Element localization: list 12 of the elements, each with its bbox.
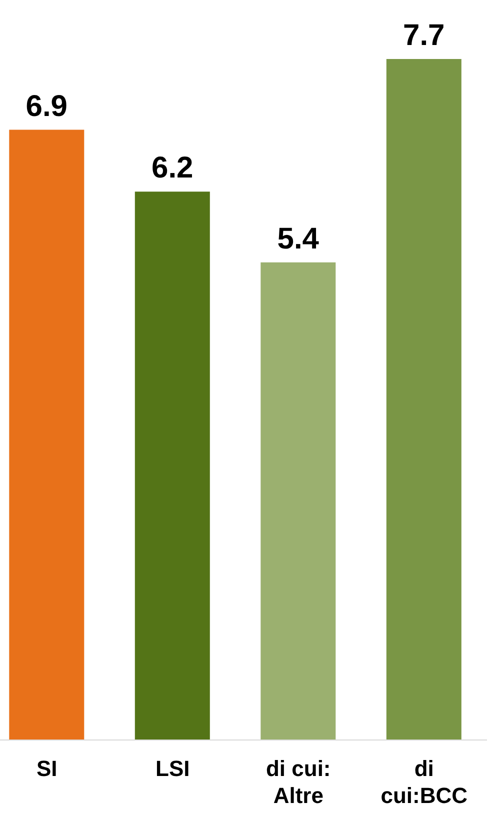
data-label: 6.2 [152,152,194,185]
x-tick-label: SI [36,756,58,781]
bar [386,59,462,740]
x-tick-label: LSI [156,756,190,781]
bar [260,262,336,740]
x-tick-label: di cui: Altre [266,756,331,808]
bar [134,192,210,740]
bar [9,130,84,740]
data-label: 7.7 [403,19,445,52]
data-label: 6.9 [26,90,68,123]
x-tick-label: di cui:BCC [380,756,468,808]
data-label: 5.4 [277,222,320,256]
